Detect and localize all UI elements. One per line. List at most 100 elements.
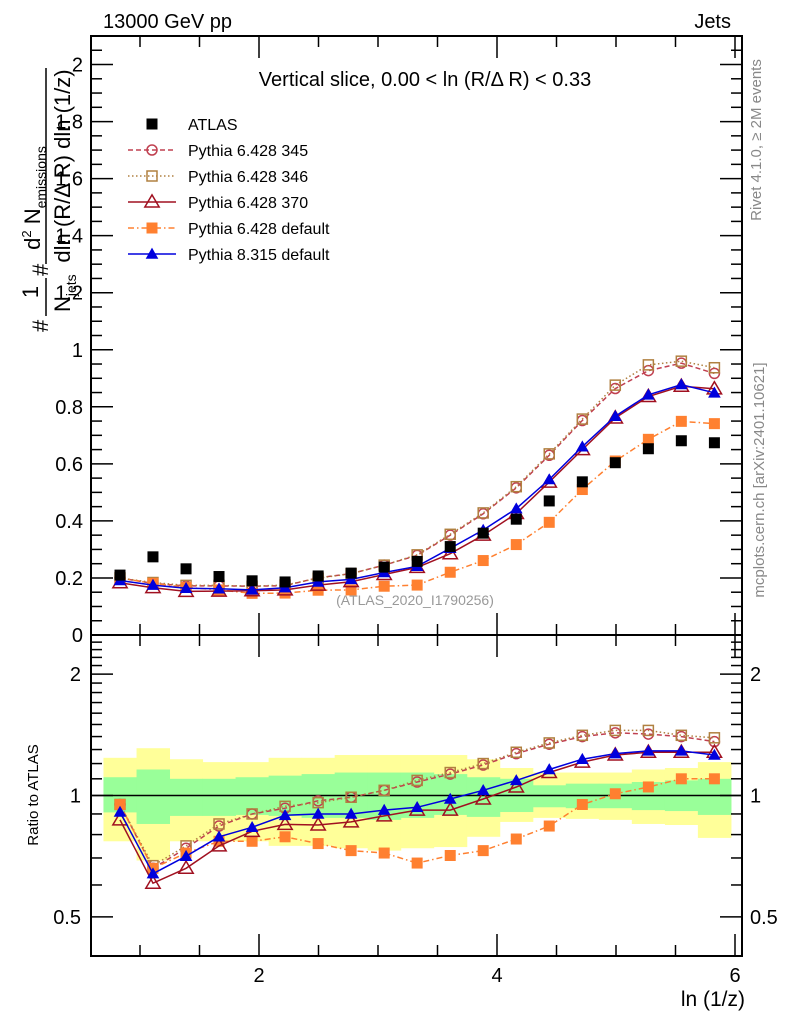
y-tick-label: 0.6 bbox=[55, 454, 83, 476]
ratio-point bbox=[146, 867, 160, 879]
ratio-point bbox=[177, 859, 195, 875]
stat-uncertainty-band bbox=[532, 785, 567, 808]
ratio-point bbox=[444, 766, 456, 779]
ratio-point bbox=[474, 790, 492, 805]
stat-uncertainty-band bbox=[136, 769, 171, 824]
data-point bbox=[543, 495, 555, 507]
data-point bbox=[114, 569, 126, 581]
ratio-point bbox=[675, 773, 687, 785]
ratio-point bbox=[576, 798, 588, 810]
legend-label: Pythia 8.315 default bbox=[188, 247, 330, 264]
ratio-point bbox=[377, 803, 391, 815]
ratio-point bbox=[477, 757, 489, 770]
y-tick-label: 1.2 bbox=[55, 283, 83, 305]
legend-marker bbox=[143, 193, 161, 208]
legend-marker bbox=[146, 170, 158, 182]
ratio-panel-axes: 0.5 0.5 1 1 2 2 2 4 6 bbox=[53, 634, 778, 987]
legend-entry: Pythia 6.428 346 bbox=[128, 169, 308, 186]
legend-label: Pythia 6.428 370 bbox=[188, 195, 308, 212]
data-point bbox=[542, 473, 556, 485]
ratio-point bbox=[543, 737, 555, 749]
y-title-frac2-num: d2 Nemissions bbox=[19, 146, 49, 250]
data-point bbox=[708, 361, 721, 374]
series-line bbox=[119, 360, 715, 587]
ratio-point bbox=[378, 784, 390, 797]
legend-label: Pythia 6.428 345 bbox=[188, 143, 308, 160]
data-point bbox=[675, 378, 688, 390]
data-point bbox=[212, 582, 226, 594]
legend: ATLAS Pythia 6.428 345 Pythia 6.428 346 Pyt… bbox=[128, 117, 330, 264]
y-title-hash-2: # bbox=[28, 263, 53, 276]
data-point bbox=[279, 576, 291, 588]
ratio-point bbox=[245, 820, 259, 833]
ratio-point bbox=[609, 724, 622, 737]
ratio-y-tick-label-right: 2 bbox=[750, 664, 761, 686]
y-title-frac1-den-main: N bbox=[50, 296, 75, 312]
data-point bbox=[179, 581, 193, 593]
data-point bbox=[345, 567, 357, 579]
ratio-point bbox=[444, 849, 456, 861]
ratio-point bbox=[575, 752, 589, 764]
main-y-axis-title: # 1 Njets # d2 Nemissions dln (R/Δ R) dl… bbox=[18, 68, 79, 332]
ratio-point bbox=[441, 801, 459, 816]
data-point bbox=[708, 437, 720, 449]
data-point bbox=[576, 476, 588, 488]
data-point bbox=[245, 583, 259, 595]
mcplots-label: mcplots.cern.ch [arXiv:2401.10621] bbox=[751, 362, 768, 597]
ratio-point bbox=[278, 808, 292, 821]
x-tick-label: 2 bbox=[253, 965, 264, 987]
y-tick-label: 0 bbox=[72, 625, 83, 647]
legend-entry: Pythia 6.428 345 bbox=[128, 143, 308, 160]
ratio-point bbox=[443, 792, 457, 804]
data-point bbox=[576, 413, 589, 425]
data-point bbox=[444, 528, 456, 541]
ratio-point bbox=[279, 831, 291, 843]
data-point bbox=[609, 457, 621, 469]
stat-uncertainty-band bbox=[202, 778, 237, 816]
y-title-frac1-num: 1 bbox=[18, 286, 43, 298]
data-point bbox=[477, 507, 489, 519]
ratio-point bbox=[477, 845, 489, 857]
ratio-line bbox=[119, 732, 715, 870]
ratio-point bbox=[675, 729, 688, 742]
ratio-point bbox=[144, 874, 162, 889]
data-point bbox=[509, 502, 523, 514]
analysis-watermark: (ATLAS_2020_I1790256) bbox=[336, 592, 494, 608]
ratio-series-pythia-8-315-default bbox=[113, 744, 721, 879]
ratio-point bbox=[510, 833, 522, 845]
data-point bbox=[675, 435, 687, 447]
ratio-point bbox=[708, 732, 721, 744]
y-tick-label: 0.8 bbox=[55, 397, 83, 419]
y-tick-label: 1.6 bbox=[55, 169, 83, 191]
legend-label: ATLAS bbox=[188, 117, 238, 134]
process-label: Jets bbox=[694, 11, 731, 33]
ratio-point bbox=[507, 778, 525, 793]
legend-label: Pythia 6.428 346 bbox=[188, 169, 308, 186]
ratio-point bbox=[114, 798, 126, 810]
ratio-point bbox=[212, 830, 226, 842]
ratio-point bbox=[675, 744, 688, 756]
energy-label: 13000 GeV pp bbox=[103, 11, 232, 33]
ratio-point bbox=[642, 781, 654, 793]
legend-marker bbox=[146, 144, 158, 156]
data-point bbox=[279, 587, 291, 599]
data-point bbox=[510, 513, 522, 525]
ratio-point bbox=[542, 763, 556, 775]
y-title-frac2-num-d: d bbox=[20, 238, 45, 250]
data-point bbox=[312, 570, 324, 582]
ratio-point bbox=[708, 748, 721, 760]
y-title-frac2-num-n: N bbox=[20, 208, 45, 230]
data-point bbox=[378, 561, 390, 573]
data-point bbox=[642, 359, 655, 371]
data-point bbox=[444, 541, 456, 553]
ratio-point bbox=[113, 805, 127, 817]
y-title-frac2-num-sub: emissions bbox=[33, 146, 49, 208]
stat-uncertainty-band bbox=[697, 778, 732, 815]
ratio-point bbox=[246, 808, 258, 820]
x-axis-title: ln (1/z) bbox=[681, 988, 745, 1011]
data-point bbox=[180, 563, 192, 575]
data-point bbox=[411, 579, 423, 591]
y-title-hash-1: # bbox=[28, 319, 53, 332]
stat-uncertainty-band bbox=[466, 777, 501, 817]
